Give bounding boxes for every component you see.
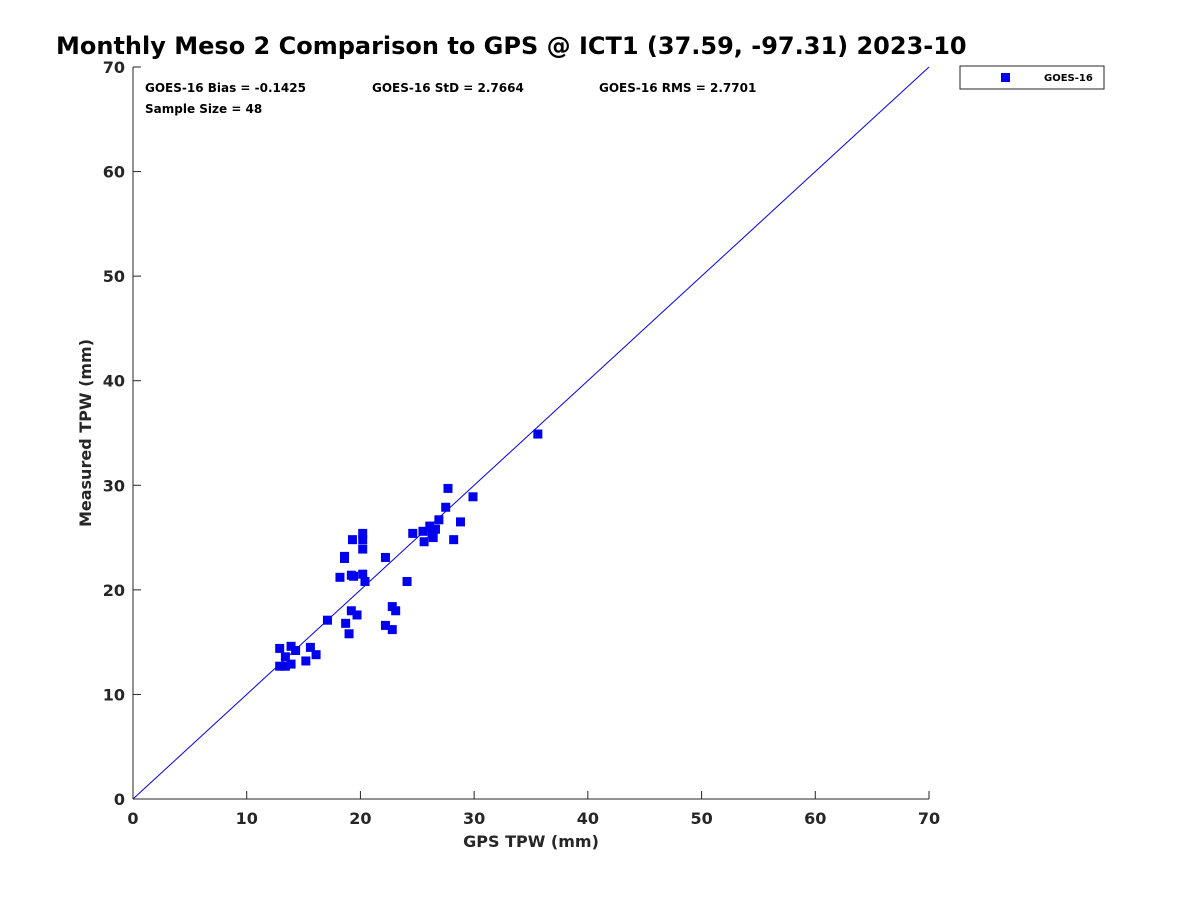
data-points: [275, 429, 543, 671]
y-tick-label: 60: [103, 163, 125, 182]
y-tick-label: 70: [103, 58, 125, 77]
data-point: [441, 502, 451, 512]
data-point: [352, 610, 362, 620]
data-point: [430, 524, 440, 534]
x-tick-label: 60: [804, 809, 826, 828]
x-tick-label: 20: [349, 809, 371, 828]
y-tick-label: 50: [103, 267, 125, 286]
data-point: [347, 535, 357, 545]
data-point: [425, 521, 435, 531]
data-point: [468, 492, 478, 502]
data-point: [286, 641, 296, 651]
data-point: [533, 429, 543, 439]
data-point: [418, 526, 428, 536]
data-point: [286, 659, 296, 669]
stat-rms: GOES-16 RMS = 2.7701: [599, 81, 756, 95]
stat-sample-size: Sample Size = 48: [145, 102, 262, 116]
data-point: [301, 656, 311, 666]
data-point: [434, 515, 444, 525]
chart-title: Monthly Meso 2 Comparison to GPS @ ICT1 …: [56, 32, 967, 60]
data-point: [280, 652, 290, 662]
data-point: [340, 551, 350, 561]
stat-bias: GOES-16 Bias = -0.1425: [145, 81, 306, 95]
y-tick-label: 20: [103, 581, 125, 600]
x-tick-label: 50: [690, 809, 712, 828]
data-point: [275, 661, 285, 671]
x-ticks: 0 10 20 30 40 50 60 70: [127, 791, 940, 828]
data-point: [419, 537, 429, 547]
plot-area: 0 10 20 30 40 50 60 70 0 10 20 30 40 50 60 70: [103, 58, 940, 828]
data-point: [387, 625, 397, 635]
y-axis-label: Measured TPW (mm): [76, 339, 95, 527]
data-point: [335, 572, 345, 582]
x-axis-label: GPS TPW (mm): [463, 832, 599, 851]
legend-marker: [1001, 73, 1010, 82]
data-point: [443, 483, 453, 493]
data-point: [380, 620, 390, 630]
x-tick-label: 0: [127, 809, 138, 828]
y-ticks: 0 10 20 30 40 50 60 70: [103, 58, 141, 809]
data-point: [455, 517, 465, 527]
legend: GOES-16: [959, 65, 1105, 90]
data-point: [341, 618, 351, 628]
data-point: [449, 535, 459, 545]
data-point: [322, 615, 332, 625]
data-point: [291, 646, 301, 656]
stats-box: GOES-16 Bias = -0.1425 GOES-16 StD = 2.7…: [145, 81, 756, 116]
y-tick-label: 40: [103, 372, 125, 391]
data-point: [360, 576, 370, 586]
data-point: [358, 544, 368, 554]
data-point: [391, 606, 401, 616]
data-point: [408, 528, 418, 538]
data-point: [358, 569, 368, 579]
x-tick-label: 70: [918, 809, 940, 828]
one-to-one-line: [132, 66, 930, 800]
data-point: [346, 606, 356, 616]
data-point: [358, 528, 368, 538]
data-point: [311, 650, 321, 660]
data-point: [358, 535, 368, 545]
data-point: [428, 533, 438, 543]
y-tick-label: 10: [103, 685, 125, 704]
data-point: [380, 552, 390, 562]
y-tick-label: 30: [103, 476, 125, 495]
x-tick-label: 40: [577, 809, 599, 828]
legend-label: GOES-16: [1044, 73, 1093, 84]
data-point: [349, 571, 359, 581]
data-point: [275, 643, 285, 653]
data-point: [402, 576, 412, 586]
data-point: [344, 629, 354, 639]
legend-box: [959, 65, 1105, 90]
stat-std: GOES-16 StD = 2.7664: [372, 81, 524, 95]
data-point: [305, 642, 315, 652]
x-tick-label: 10: [236, 809, 258, 828]
x-tick-label: 30: [463, 809, 485, 828]
y-tick-label: 0: [114, 790, 125, 809]
data-point: [280, 661, 290, 671]
